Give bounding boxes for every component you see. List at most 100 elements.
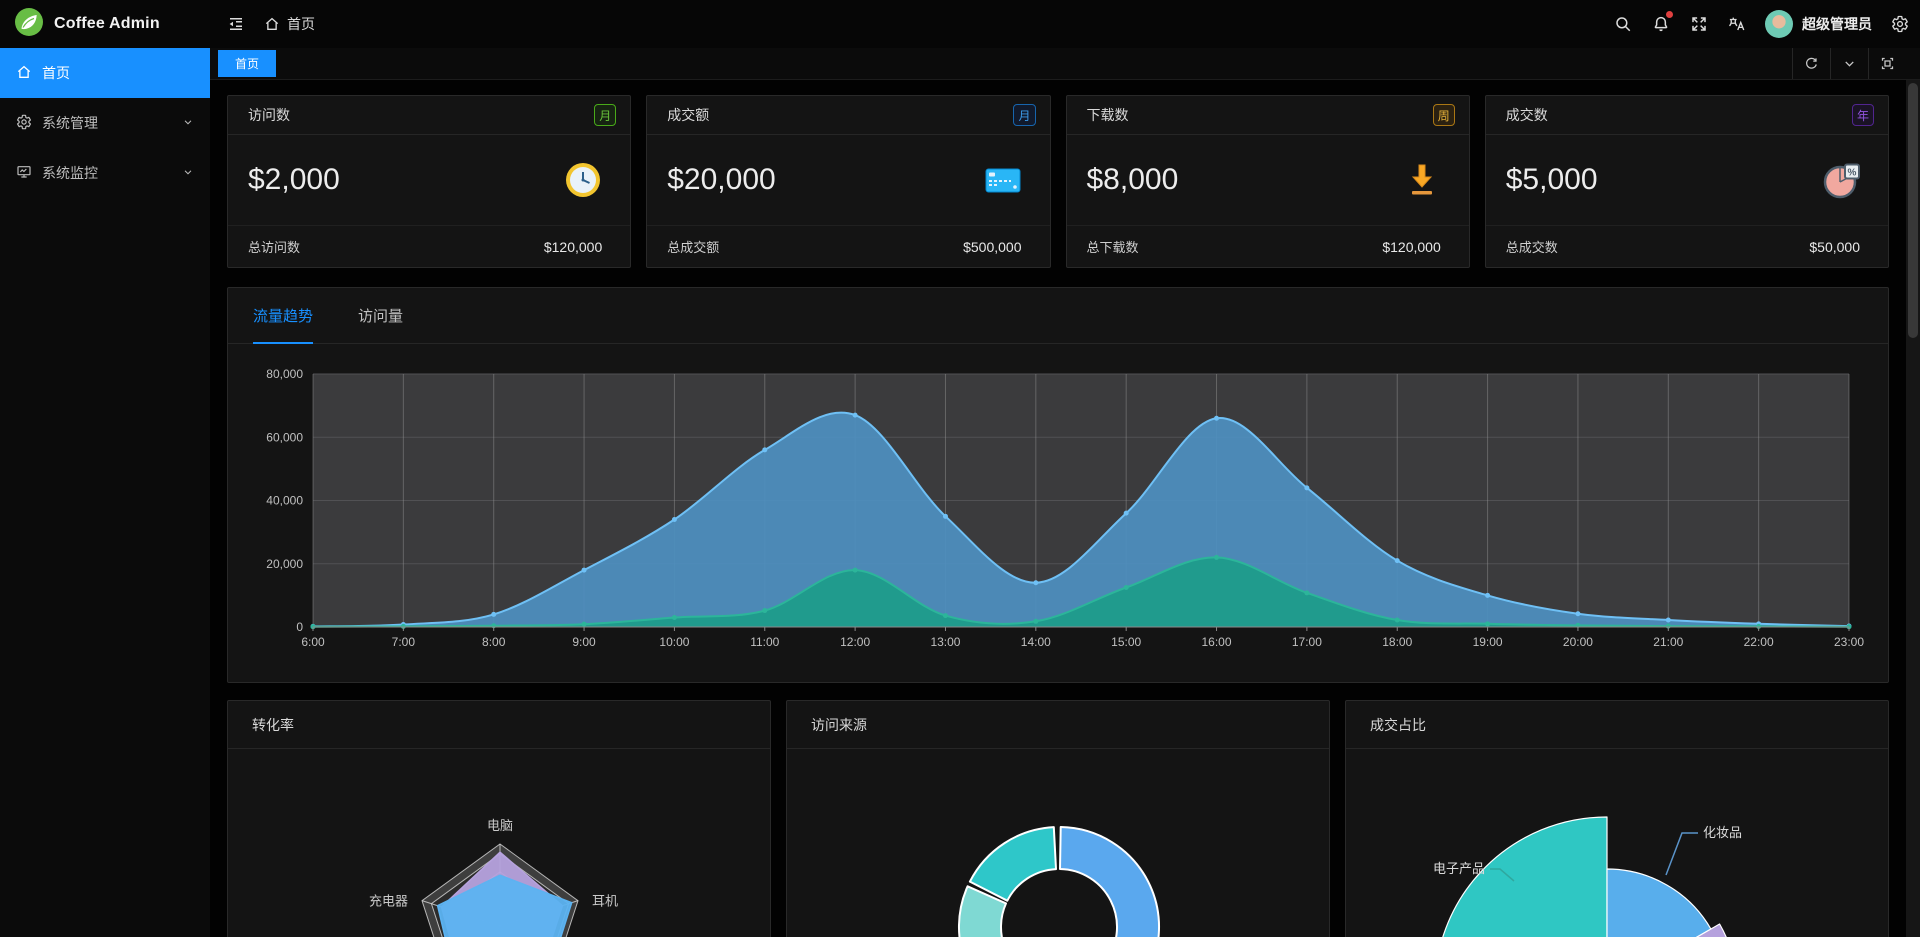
credit-card-icon [984,161,1022,199]
chevron-down-icon[interactable] [1830,48,1868,79]
sidebar-item-1[interactable]: 系统管理 [0,98,210,148]
gear-icon [16,114,32,133]
topbar-left: 首页 [226,14,315,34]
svg-text:6:00: 6:00 [301,635,325,649]
svg-text:18:00: 18:00 [1382,635,1412,649]
svg-text:14:00: 14:00 [1021,635,1051,649]
user-menu[interactable]: 超级管理员 [1765,10,1872,38]
stat-card-value: $20,000 [667,163,776,196]
svg-text:19:00: 19:00 [1473,635,1503,649]
home-icon [16,64,32,83]
trend-tab-1[interactable]: 访问量 [358,288,403,343]
breadcrumb-label: 首页 [287,16,315,32]
stat-card-body: $5,000 % [1486,135,1888,225]
svg-text:7:00: 7:00 [392,635,416,649]
sidebar: Coffee Admin 首页 系统管理系统监控 [0,0,210,937]
breadcrumb[interactable]: 首页 [264,14,315,34]
svg-text:电脑: 电脑 [487,818,513,833]
stat-card-title: 访问数 [248,107,290,123]
stat-card-header: 成交额 月 [647,96,1050,135]
svg-text:0: 0 [296,620,303,634]
stat-card-body: $2,000 [228,135,630,225]
trend-tab-0[interactable]: 流量趋势 [253,288,314,344]
stat-card-2: 下载数 周 $8,000 总下载数 $120,000 [1065,95,1470,268]
stat-card-body: $8,000 [1067,135,1469,225]
chevron-down-icon [182,115,194,131]
maximize-icon[interactable] [1868,48,1906,79]
coffee-leaf-logo-icon [14,7,44,42]
stat-card-header: 下载数 周 [1066,96,1469,135]
tab-home-label: 首页 [235,57,260,71]
stat-card-badge: 年 [1851,104,1874,126]
svg-text:13:00: 13:00 [930,635,960,649]
stat-card-value: $2,000 [248,163,340,196]
stat-card-footer-value: $120,000 [543,238,603,255]
svg-text:23:00: 23:00 [1834,635,1864,649]
svg-text:16:00: 16:00 [1202,635,1232,649]
logo[interactable]: Coffee Admin [0,0,210,48]
search-icon[interactable] [1613,14,1633,34]
svg-text:11:00: 11:00 [750,635,779,649]
topbar: 首页 超级管理员 [210,0,1920,48]
stat-card-footer-label: 总下载数 [1086,240,1139,255]
svg-text:化妆品: 化妆品 [1703,825,1742,840]
stat-cards-row: 访问数 月 $2,000 总访问数 $120,000 成交额 月 $20,000… [227,95,1889,268]
stat-card-badge: 周 [1432,104,1455,126]
clock-icon [564,161,602,199]
stat-card-value: $8,000 [1086,163,1179,196]
download-icon [1403,161,1441,199]
notification-dot [1666,11,1673,18]
stat-card-header: 访问数 月 [228,96,631,135]
trend-tab-label: 流量趋势 [253,308,314,325]
stat-card-footer-value: $50,000 [1809,238,1860,255]
home-icon [265,17,279,30]
stat-card-header: 成交数 年 [1485,96,1888,135]
chevron-down-icon [182,165,194,181]
svg-text:20,000: 20,000 [266,557,303,571]
stat-card-footer-value: $500,000 [963,238,1022,255]
svg-text:80,000: 80,000 [266,367,303,381]
stat-card-value: $5,000 [1505,163,1598,196]
page-scrollbar[interactable] [1906,80,1920,937]
stat-card-title: 成交数 [1505,107,1548,123]
stat-card-footer-label: 总访问数 [248,240,301,255]
translate-icon[interactable] [1727,14,1747,34]
bottom-cards-row: 转化率 电脑 耳机 充电器 访问来源 成交占比 化妆品 电子产品 [227,700,1889,937]
tab-home[interactable]: 首页 [218,50,277,77]
card-title: 访问来源 [787,701,1329,749]
sidebar-item-0[interactable]: 首页 [0,48,210,98]
menu-fold-icon[interactable] [226,14,246,34]
stat-card-footer: 总下载数 $120,000 [1066,225,1469,267]
avatar [1765,10,1793,38]
deal-share-card: 成交占比 化妆品 电子产品 [1345,700,1889,937]
dashboard-content: 访问数 月 $2,000 总访问数 $120,000 成交额 月 $20,000… [210,80,1920,937]
stat-card-title: 下载数 [1086,107,1129,123]
topbar-right: 超级管理员 [1613,10,1910,38]
svg-text:%: % [1848,168,1857,179]
svg-text:8:00: 8:00 [482,635,506,649]
sidebar-item-label: 系统监控 [42,165,98,181]
svg-text:22:00: 22:00 [1744,635,1774,649]
stat-card-footer-value: $120,000 [1382,238,1441,255]
stat-card-footer-label: 总成交数 [1505,240,1558,255]
visit-source-chart [787,749,1329,937]
stat-card-badge: 月 [594,104,617,126]
username: 超级管理员 [1802,16,1872,32]
tabbar: 首页 [210,48,1920,80]
scrollbar-thumb[interactable] [1908,83,1918,338]
settings-gear-icon[interactable] [1890,14,1910,34]
svg-text:12:00: 12:00 [840,635,870,649]
visit-source-card: 访问来源 [786,700,1330,937]
bell-icon[interactable] [1651,11,1673,34]
fullscreen-icon[interactable] [1689,14,1709,34]
refresh-icon[interactable] [1792,48,1830,79]
tab-actions [1792,48,1906,79]
stat-card-3: 成交数 年 $5,000 % 总成交数 $50,000 [1484,95,1889,268]
svg-text:9:00: 9:00 [572,635,596,649]
sidebar-item-2[interactable]: 系统监控 [0,148,210,198]
traffic-trend-chart: 0 20,000 40,000 60,000 80,000 6:00 7:00 8:00 9:0… [228,344,1888,683]
sidebar-menu: 首页 系统管理系统监控 [0,48,210,198]
stat-card-1: 成交额 月 $20,000 总成交额 $500,000 [646,95,1051,268]
traffic-trend-card: 流量趋势 访问量 0 20,000 40,000 60,000 80,000 6:00 7:0… [227,287,1889,683]
svg-text:17:00: 17:00 [1292,635,1322,649]
